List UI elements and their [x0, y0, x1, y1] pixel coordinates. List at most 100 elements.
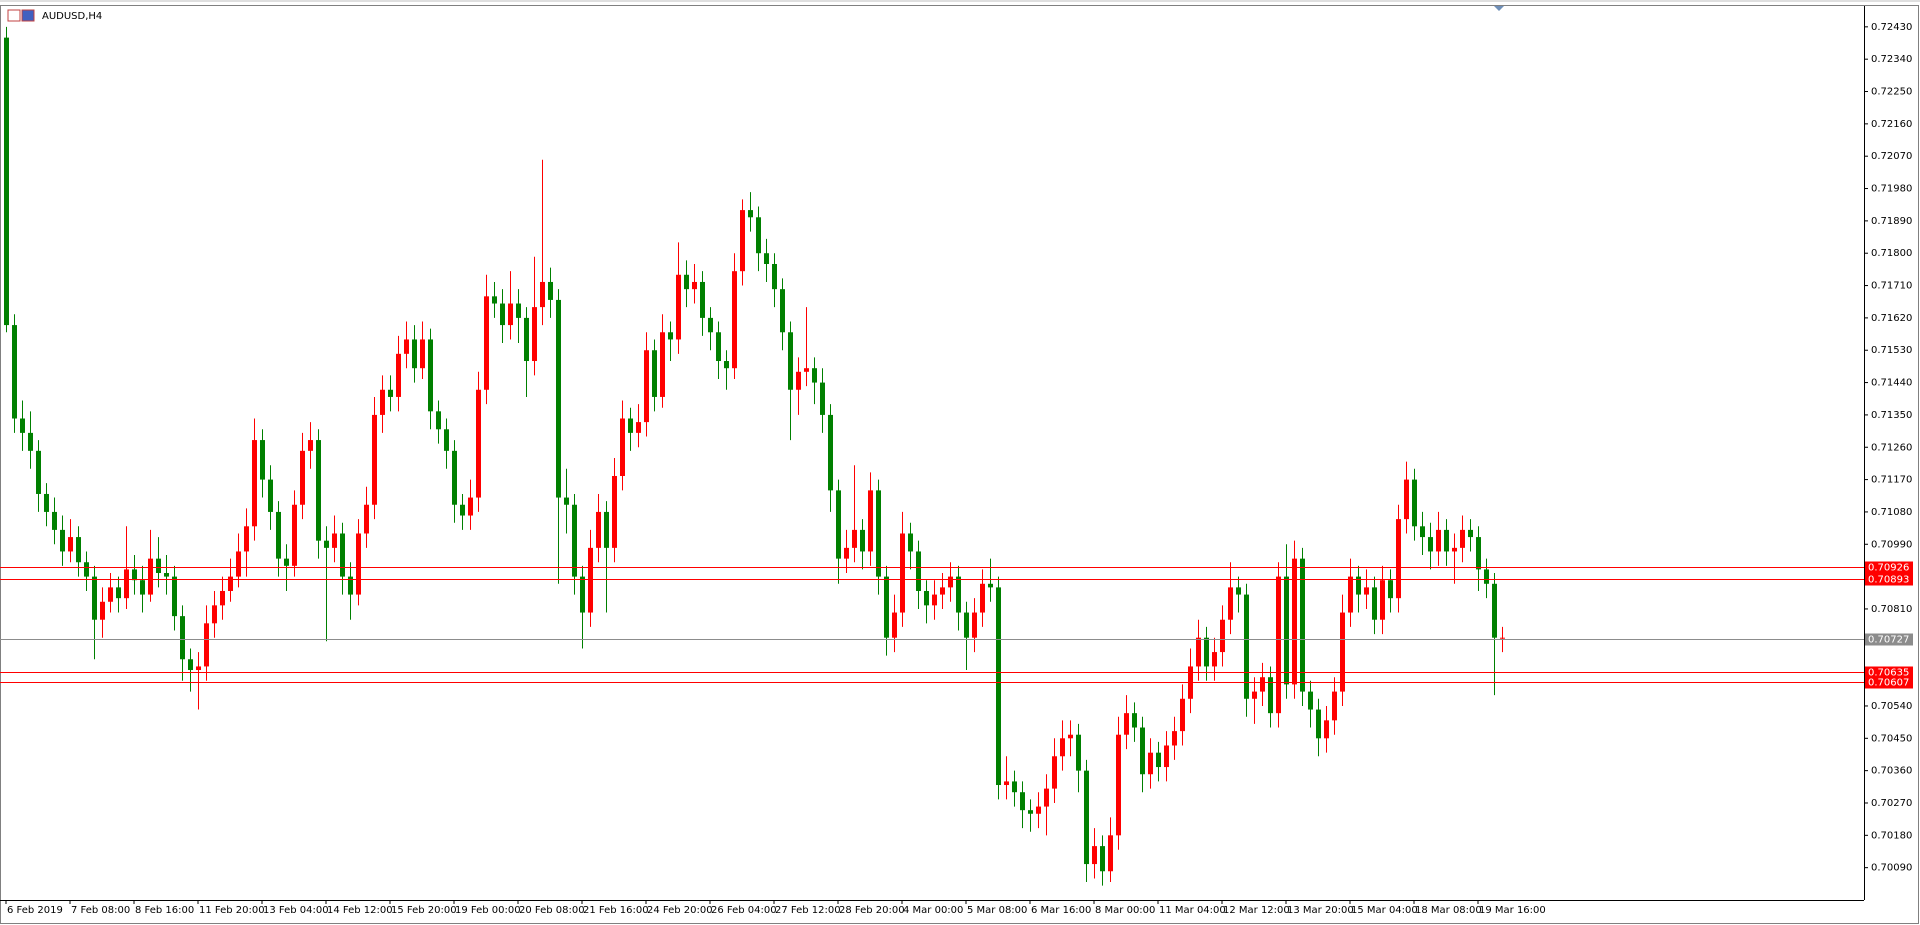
candle-body [164, 573, 169, 577]
candle-body [1212, 652, 1217, 667]
x-tick-label: 13 Feb 04:00 [263, 905, 329, 916]
price-axis-line [1864, 6, 1865, 900]
candle-body [1476, 537, 1481, 570]
candle-body [1316, 709, 1321, 739]
candle-body [1092, 846, 1097, 865]
candle-body [1484, 569, 1489, 584]
y-tick-label: 0.70810 [1871, 604, 1912, 615]
y-tick-label: 0.71800 [1871, 248, 1912, 259]
candle-body [28, 432, 33, 451]
candle-body [972, 612, 977, 638]
candle-body [196, 666, 201, 671]
candle-body [916, 551, 921, 591]
candle-body [1468, 529, 1473, 538]
candle-body [1236, 587, 1241, 595]
candle-body [628, 418, 633, 433]
price-label-box [1865, 573, 1913, 586]
x-tick-label: 14 Feb 12:00 [327, 905, 393, 916]
candle-body [252, 440, 257, 527]
candle-body [1444, 529, 1449, 552]
y-tick-label: 0.71620 [1871, 313, 1912, 324]
candle-body [612, 475, 617, 548]
y-tick-label: 0.70990 [1871, 539, 1912, 550]
x-tick-label: 26 Feb 04:00 [711, 905, 777, 916]
candle-body [692, 281, 697, 290]
x-tick-label: 5 Mar 08:00 [967, 905, 1027, 916]
candle-body [748, 210, 753, 218]
y-tick-label: 0.71980 [1871, 184, 1912, 195]
y-tick-label: 0.71710 [1871, 281, 1912, 292]
candle-body [36, 450, 41, 494]
candle-body [484, 296, 489, 390]
candle-body [388, 389, 393, 397]
candle-body [1220, 619, 1225, 653]
candle-body [60, 529, 65, 552]
candle-body [68, 537, 73, 552]
candle-body [932, 594, 937, 606]
candle-body [188, 659, 193, 671]
candle-body [788, 332, 793, 390]
candle-body [180, 616, 185, 660]
y-tick-label: 0.72160 [1871, 119, 1912, 130]
candle-body [420, 339, 425, 369]
candle-body [564, 497, 569, 505]
candle-body [716, 332, 721, 362]
x-tick-label: 8 Mar 00:00 [1095, 905, 1155, 916]
candle-body [1300, 558, 1305, 692]
candle-body [1124, 713, 1129, 735]
candle-body [1172, 731, 1177, 746]
candle-body [812, 368, 817, 383]
candle-body [1020, 792, 1025, 811]
candle-body [780, 289, 785, 333]
candle-body [156, 558, 161, 574]
candle-body [580, 576, 585, 613]
candle-body [556, 299, 561, 498]
candle-body [204, 623, 209, 667]
candle-body [1068, 734, 1073, 739]
candle-body [140, 580, 145, 595]
chart-title: AUDUSD,H4 [42, 11, 102, 22]
y-tick-label: 0.72340 [1871, 54, 1912, 65]
candle-body [1396, 519, 1401, 599]
candle-body [412, 339, 417, 369]
candle-body [212, 605, 217, 624]
x-tick-label: 15 Mar 04:00 [1351, 905, 1418, 916]
x-tick-label: 19 Mar 16:00 [1479, 905, 1546, 916]
candle-body [604, 511, 609, 548]
x-tick-label: 11 Mar 04:00 [1159, 905, 1226, 916]
candle-body [76, 537, 81, 563]
candle-body [148, 558, 153, 595]
candle-body [1012, 781, 1017, 793]
candle-body [1452, 547, 1457, 552]
candle-body [132, 569, 137, 581]
candle-body [1412, 479, 1417, 527]
candle-body [884, 576, 889, 638]
candle-body [1180, 698, 1185, 732]
candle-body [772, 263, 777, 290]
y-tick-label: 0.70180 [1871, 830, 1912, 841]
candle-body [260, 440, 265, 480]
candle-body [1404, 479, 1409, 520]
candle-body [1356, 576, 1361, 595]
candle-body [1364, 587, 1369, 595]
candle-body [764, 253, 769, 264]
candle-body [740, 210, 745, 272]
candle-body [1116, 734, 1121, 836]
x-tick-label: 24 Feb 20:00 [647, 905, 713, 916]
candle-body [292, 504, 297, 566]
candle-body [516, 303, 521, 318]
x-tick-label: 11 Feb 20:00 [199, 905, 265, 916]
candle-body [1348, 576, 1353, 613]
candle-body [44, 493, 49, 512]
candle-body [1276, 576, 1281, 714]
y-tick-label: 0.70270 [1871, 798, 1912, 809]
candle-body [508, 303, 513, 326]
x-tick-label: 6 Mar 16:00 [1031, 905, 1091, 916]
y-tick-label: 0.70540 [1871, 701, 1912, 712]
candle-body [1004, 781, 1009, 786]
y-tick-label: 0.71440 [1871, 378, 1912, 389]
y-tick-label: 0.71170 [1871, 475, 1912, 486]
candle-body [12, 325, 17, 419]
candle-body [876, 490, 881, 577]
